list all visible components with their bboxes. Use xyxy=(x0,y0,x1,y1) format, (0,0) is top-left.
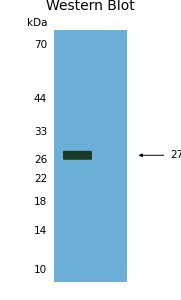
Text: 18: 18 xyxy=(34,197,47,207)
Text: 22: 22 xyxy=(34,174,47,184)
Text: 10: 10 xyxy=(34,265,47,275)
FancyBboxPatch shape xyxy=(54,30,127,282)
Text: 27kDa: 27kDa xyxy=(170,150,181,160)
Text: 70: 70 xyxy=(34,40,47,50)
Text: 44: 44 xyxy=(34,94,47,104)
Text: 14: 14 xyxy=(34,226,47,236)
FancyBboxPatch shape xyxy=(63,151,92,160)
Text: 26: 26 xyxy=(34,154,47,165)
Text: 33: 33 xyxy=(34,127,47,137)
Text: Western Blot: Western Blot xyxy=(46,0,135,14)
Text: kDa: kDa xyxy=(27,19,47,28)
